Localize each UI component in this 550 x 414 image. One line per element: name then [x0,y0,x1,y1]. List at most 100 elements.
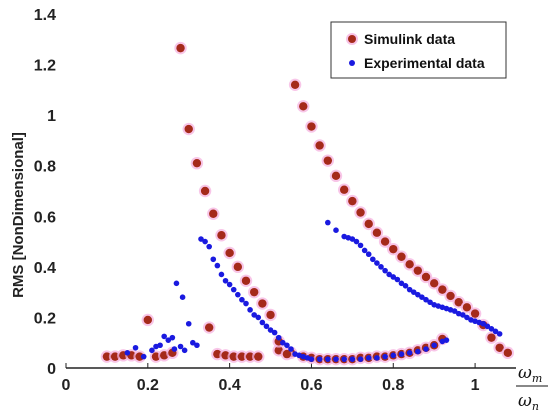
data-point [419,294,425,301]
x-tick-label: 1 [471,377,480,394]
data-point [325,356,331,362]
data-point [365,251,372,258]
data-point [192,158,202,168]
data-point [421,272,431,282]
legend-label-experimental: Experimental data [364,55,485,71]
data-point [415,291,421,298]
data-point [372,228,382,237]
data-point [480,320,487,327]
data-point [230,286,237,293]
data-point [243,300,249,307]
data-point [429,279,439,288]
y-axis-label: RMS [NonDimensional] [10,132,27,298]
data-point [365,355,372,361]
data-point [202,238,208,245]
data-point [210,256,217,263]
svg-text:ωn: ωn [518,391,539,413]
data-point [194,342,200,349]
x-axis-label: ωm ωn [516,363,548,413]
data-point [299,102,308,111]
data-point [181,347,188,354]
data-point [374,260,380,266]
x-axis-label-numerator-sub: m [532,372,542,385]
data-point [235,291,241,298]
data-point [389,244,398,254]
data-point [177,343,184,350]
data-point [398,280,405,287]
data-point [438,285,447,294]
data-point [149,347,155,354]
data-point [218,271,225,278]
legend-box [330,21,507,79]
data-point [200,186,210,196]
data-point [331,171,341,181]
data-point [206,243,212,250]
data-point [266,310,275,320]
data-point [140,353,147,360]
data-point [378,264,384,270]
data-point [226,281,233,288]
data-point [390,352,397,359]
data-point [124,350,131,356]
data-point [333,227,339,233]
data-point [443,337,450,343]
data-point [431,342,437,349]
data-point [288,346,294,352]
data-point [217,231,226,240]
data-point [405,260,414,269]
data-point [102,352,112,361]
data-point [356,208,365,217]
data-point [255,314,262,321]
data-point [415,348,421,355]
data-point [464,314,470,321]
data-point [323,156,333,165]
data-point [308,356,315,362]
data-point [190,339,196,346]
data-point [251,312,257,318]
data-point [496,331,503,337]
data-point [222,277,229,284]
data-point [237,352,247,361]
data-point [380,237,390,246]
data-point [284,342,290,349]
y-tick-label: 1 [47,108,56,125]
data-point [423,296,429,303]
data-point [488,326,495,332]
data-point [427,299,433,306]
y-axis-ticks: 0 0.2 0.4 0.6 0.8 1 1.2 1.4 [34,7,56,378]
data-point [410,289,417,295]
data-point [204,323,214,332]
data-point [348,196,357,206]
x-axis-label-denominator: ω [518,391,532,411]
data-point [209,209,218,218]
svg-text:ωm: ωm [518,363,542,385]
data-point [239,296,245,303]
data-point [357,242,364,249]
data-point [333,356,339,362]
data-point [470,309,480,318]
data-point [349,356,356,362]
data-point [361,247,368,254]
legend-marker-simulink-dot [348,35,356,43]
data-point [263,323,270,330]
data-point [179,294,186,301]
data-point [169,334,176,341]
data-point [258,299,267,308]
x-tick-label: 0.2 [137,377,159,394]
data-point [198,236,204,242]
x-tick-label: 0.6 [300,377,322,394]
data-point [176,43,185,53]
data-point [492,328,499,335]
data-point [484,323,491,330]
data-point [165,337,172,343]
data-point [229,352,238,361]
x-tick-label: 0 [62,377,71,394]
data-point [460,312,466,318]
data-point [382,353,388,360]
data-point [339,185,349,194]
data-point [423,346,429,352]
data-point [406,286,413,293]
data-point [394,276,401,283]
data-point [271,329,278,336]
